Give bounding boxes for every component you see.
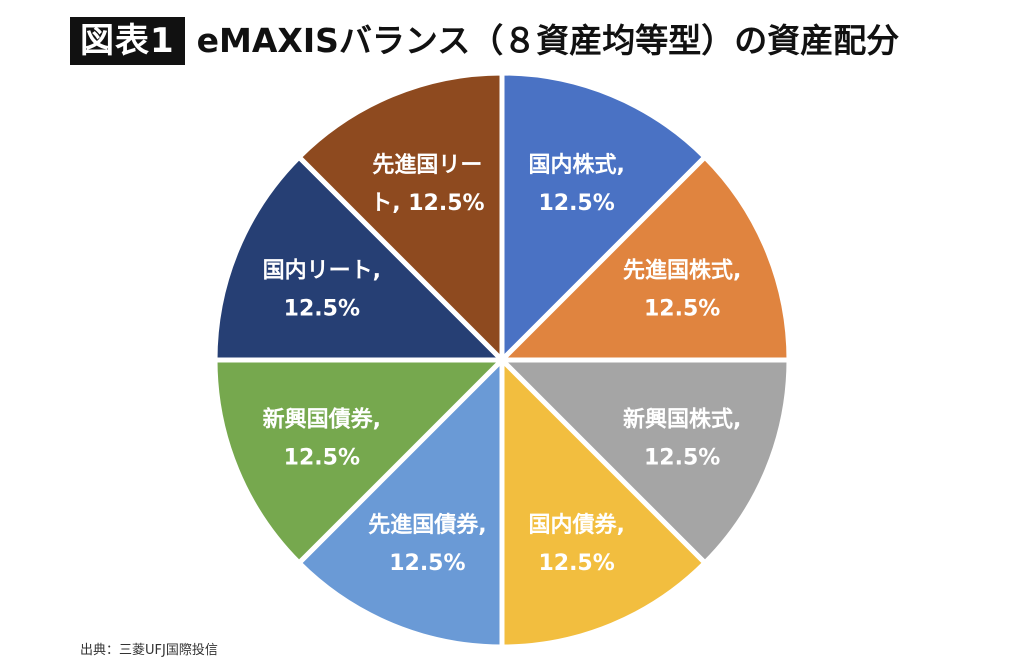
pie-slice-1 xyxy=(499,70,708,363)
chart-title: eMAXISバランス（８資産均等型）の資産配分 xyxy=(196,21,900,60)
slice-label-2: 先進国株式, 12.5% xyxy=(623,258,741,321)
pie-slice-7 xyxy=(212,154,505,363)
pie-slice-5 xyxy=(296,357,505,650)
source-note: 出典：三菱UFJ国際投信 xyxy=(80,643,218,658)
slice-label-8: 先進国リート, 12.5% xyxy=(370,153,484,216)
pie-slice-3 xyxy=(499,357,792,566)
slice-label-1: 国内株式, 12.5% xyxy=(528,153,624,216)
pie-slice-8 xyxy=(296,70,505,363)
slice-label-6: 新興国債券, 12.5% xyxy=(263,407,381,471)
figure-badge: 図表1 xyxy=(70,17,185,65)
pie-slice-4 xyxy=(499,357,708,650)
slice-label-5: 先進国債券, 12.5% xyxy=(368,512,486,576)
chart-header: 図表1 eMAXISバランス（８資産均等型）の資産配分 xyxy=(70,14,899,68)
slice-label-3: 新興国株式, 12.5% xyxy=(623,407,741,471)
pie-slice-6 xyxy=(212,357,505,566)
slice-label-7: 国内リート, 12.5% xyxy=(263,258,381,321)
slice-label-4: 国内債券, 12.5% xyxy=(528,512,624,576)
pie-slice-2 xyxy=(499,154,792,363)
